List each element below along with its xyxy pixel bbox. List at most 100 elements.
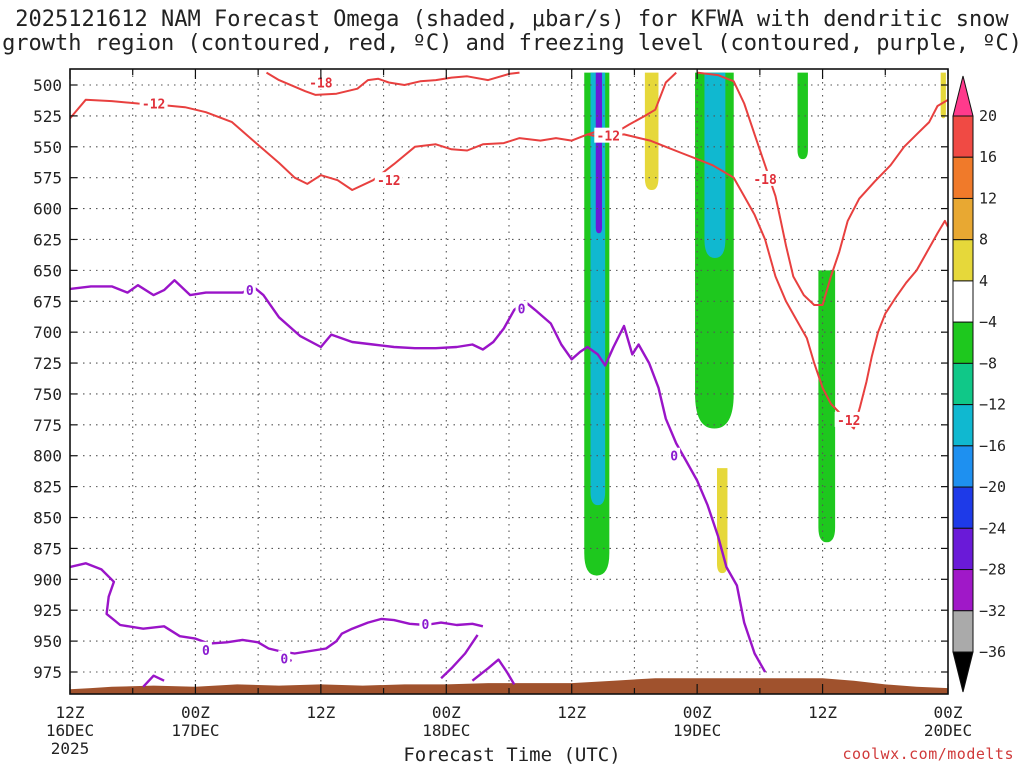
contour-label-bg-3 (594, 127, 623, 143)
dendritic-contour-18-main (696, 71, 948, 306)
contour-label-11: 0 (280, 652, 288, 667)
x-tick-label-0-2: 2025 (51, 739, 90, 758)
contour-label-5: -12 (837, 414, 860, 429)
omega-region-3 (644, 72, 659, 191)
omega-region-5 (704, 72, 726, 259)
y-tick-label-700: 700 (33, 323, 62, 342)
colorbar-box-8 (952, 445, 974, 488)
colorbar-label-3: 8 (979, 231, 988, 249)
x-tick-label-0-0: 12Z (56, 703, 85, 722)
colorbar-box-7 (952, 404, 974, 447)
contour-label-4: -18 (753, 173, 777, 188)
freezing-contour-0-loop4 (142, 674, 165, 688)
x-tick-label-36-1: 18DEC (422, 721, 470, 740)
colorbar-label-5: −4 (979, 313, 997, 331)
contour-label-bg-1 (306, 74, 335, 90)
x-tick-label-60-0: 00Z (683, 703, 712, 722)
y-tick-label-750: 750 (33, 385, 62, 404)
y-tick-label-775: 775 (33, 416, 62, 435)
contour-label-bg-4 (751, 170, 780, 186)
colorbar-label-7: −12 (979, 396, 1006, 414)
x-tick-label-72-0: 12Z (808, 703, 837, 722)
x-axis-title: Forecast Time (UTC) (403, 744, 621, 766)
contour-label-bg-10 (199, 641, 212, 657)
colorbar-label-0: 20 (979, 107, 997, 125)
y-tick-label-625: 625 (33, 230, 62, 249)
y-tick-label-675: 675 (33, 292, 62, 311)
y-tick-label-600: 600 (33, 200, 62, 219)
y-tick-label-875: 875 (33, 539, 62, 558)
contour-label-3: -12 (597, 130, 620, 145)
y-tick-label-925: 925 (33, 601, 62, 620)
colorbar-label-13: −36 (979, 643, 1006, 661)
contour-label-bg-11 (278, 650, 291, 666)
colorbar-box-11 (952, 569, 974, 612)
colorbar-label-11: −28 (979, 561, 1006, 579)
chart-title-line1: 2025121612 NAM Forecast Omega (shaded, μ… (15, 7, 1009, 32)
x-tick-label-0-1: 16DEC (46, 721, 94, 740)
x-tick-label-84-1: 20DEC (924, 721, 972, 740)
x-tick-label-12-1: 17DEC (171, 721, 219, 740)
contour-label-bg-8 (668, 447, 681, 463)
contour-label-bg-5 (834, 411, 863, 427)
colorbar-box-0 (952, 115, 974, 158)
x-tick-label-24-0: 12Z (306, 703, 335, 722)
freezing-contour-0-loop3 (471, 658, 516, 686)
colorbar-label-6: −8 (979, 354, 997, 372)
contour-label-7: 0 (518, 303, 526, 318)
x-tick-label-60-1: 19DEC (673, 721, 721, 740)
colorbar-box-4 (952, 280, 974, 323)
colorbar-label-1: 16 (979, 148, 997, 166)
colorbar-box-6 (952, 362, 974, 406)
contour-label-10: 0 (202, 644, 210, 659)
terrain-fill (70, 678, 948, 694)
x-tick-label-12-0: 00Z (181, 703, 210, 722)
y-tick-label-725: 725 (33, 354, 62, 373)
colorbar-label-2: 12 (979, 189, 997, 207)
freezing-contour-0-upper (70, 279, 767, 673)
contour-label-bg-6 (243, 282, 256, 298)
credit-link[interactable]: coolwx.com/modelts (842, 745, 1014, 763)
contour-label-1: -18 (309, 77, 333, 92)
colorbar-box-10 (952, 527, 974, 571)
omega-region-8 (818, 270, 836, 543)
contour-label-0: -12 (142, 98, 165, 113)
colorbar-label-12: −32 (979, 602, 1006, 620)
omega-region-2 (595, 72, 603, 234)
dendritic-contour-18-upper (265, 71, 520, 96)
colorbar-box-3 (952, 239, 974, 282)
chart-title: 2025121612 NAM Forecast Omega (shaded, μ… (0, 8, 1024, 56)
x-tick-label-84-0: 00Z (934, 703, 963, 722)
x-tick-label-48-0: 12Z (557, 703, 586, 722)
contour-label-bg-7 (515, 300, 528, 316)
y-tick-label-500: 500 (33, 76, 62, 95)
contour-label-bg-2 (374, 172, 403, 188)
omega-region-7 (797, 72, 808, 160)
colorbar-box-1 (952, 156, 974, 199)
colorbar-label-9: −20 (979, 478, 1006, 496)
contour-label-bg-9 (419, 615, 432, 631)
contour-label-2: -12 (377, 174, 400, 189)
y-tick-label-800: 800 (33, 447, 62, 466)
contour-label-6: 0 (246, 284, 254, 299)
y-tick-label-550: 550 (33, 138, 62, 157)
y-tick-label-650: 650 (33, 261, 62, 280)
contour-label-9: 0 (421, 618, 429, 633)
x-tick-label-36-0: 00Z (432, 703, 461, 722)
y-tick-label-850: 850 (33, 509, 62, 528)
colorbar-box-2 (952, 197, 974, 241)
y-tick-label-525: 525 (33, 107, 62, 126)
y-tick-label-950: 950 (33, 632, 62, 651)
colorbar-label-4: 4 (979, 272, 988, 290)
y-tick-label-900: 900 (33, 570, 62, 589)
colorbar-box-12 (952, 610, 974, 653)
y-tick-label-975: 975 (33, 663, 62, 682)
y-tick-label-575: 575 (33, 169, 62, 188)
omega-region-9 (940, 72, 946, 119)
colorbar-label-8: −16 (979, 437, 1006, 455)
colorbar-box-5 (952, 321, 974, 364)
contour-label-bg-0 (139, 95, 168, 111)
omega-region-6 (717, 468, 728, 574)
freezing-contour-0-loop1 (70, 562, 484, 655)
